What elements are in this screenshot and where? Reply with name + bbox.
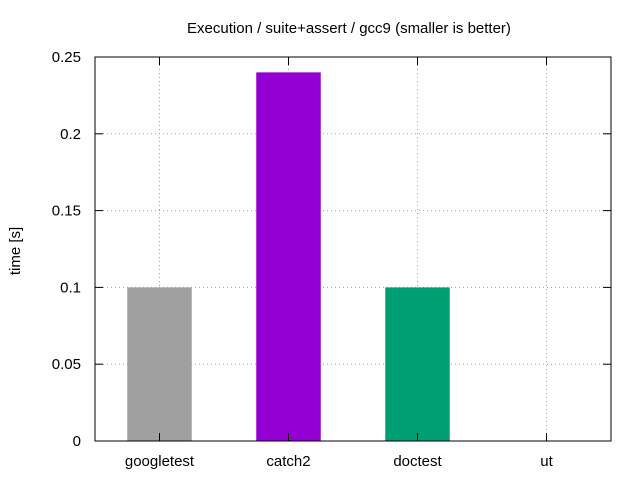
plot-border [94, 56, 612, 442]
bar-doctest [385, 287, 450, 441]
x-tick-label: googletest [125, 453, 195, 470]
x-tick-label: doctest [393, 453, 442, 470]
y-tick-label: 0.2 [60, 126, 81, 143]
y-tick-label: 0 [73, 433, 81, 450]
chart-title: Execution / suite+assert / gcc9 (smaller… [187, 20, 511, 37]
y-tick-label: 0.25 [52, 49, 81, 66]
bars [127, 72, 450, 442]
x-tick-label: ut [540, 453, 553, 470]
y-tick-label: 0.1 [60, 279, 81, 296]
x-tick-label: catch2 [266, 453, 310, 470]
y-tick-label: 0.05 [52, 356, 81, 373]
y-tick-label: 0.15 [52, 203, 81, 220]
y-tick-labels: 0 0.05 0.1 0.15 0.2 0.25 [52, 49, 81, 450]
bar-catch2 [256, 72, 321, 442]
y-axis-label: time [s] [7, 227, 24, 275]
x-tick-labels: googletest catch2 doctest ut [125, 453, 554, 470]
bar-googletest [127, 287, 192, 441]
plot-frame [94, 56, 612, 442]
tick-marks [95, 56, 611, 442]
